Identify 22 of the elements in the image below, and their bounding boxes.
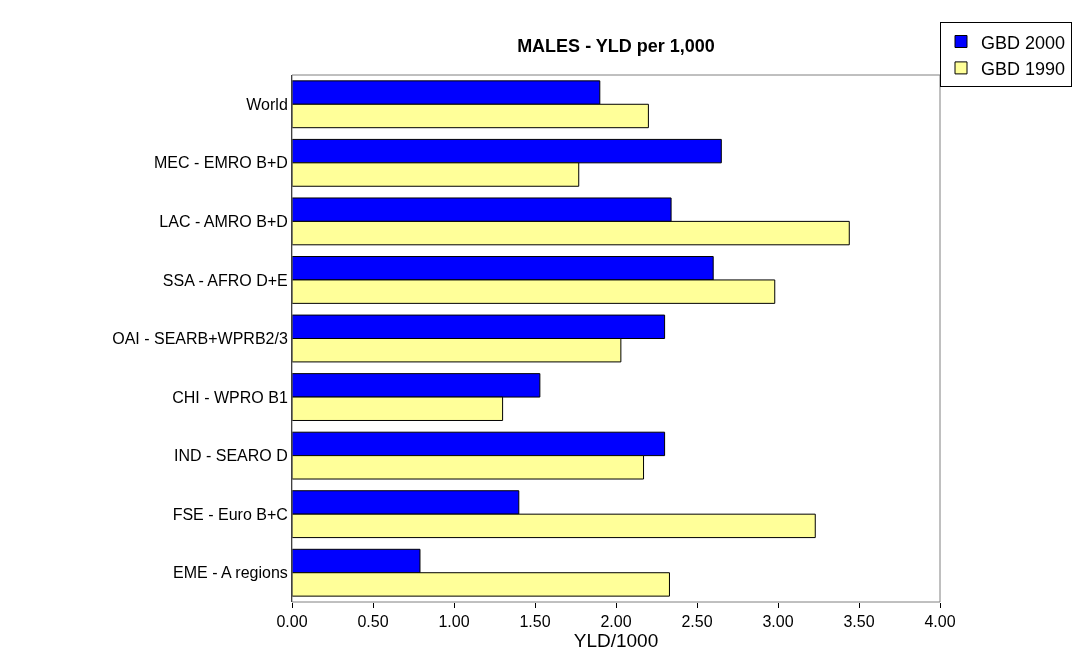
- y-tick-label: World: [246, 95, 288, 113]
- y-tick-label: CHI - WPRO B1: [172, 388, 288, 406]
- x-tick-label: 3.50: [843, 613, 875, 631]
- y-tick-label: LAC - AMRO B+D: [159, 212, 288, 230]
- legend-label: GBD 1990: [981, 58, 1066, 79]
- x-axis-title: YLD/1000: [573, 630, 659, 652]
- y-tick-label: IND - SEARO D: [174, 447, 288, 465]
- y-tick-label: MEC - EMRO B+D: [154, 154, 288, 172]
- y-tick-label: EME - A regions: [173, 564, 288, 582]
- x-tick-label: 4.00: [924, 613, 956, 631]
- legend-label: GBD 2000: [981, 32, 1066, 53]
- x-tick-label: 2.50: [681, 613, 713, 631]
- y-tick-label: FSE - Euro B+C: [172, 505, 288, 523]
- x-tick-label: 1.50: [519, 613, 551, 631]
- y-tick-label: OAI - SEARB+WPRB2/3: [112, 330, 288, 348]
- x-tick-label: 1.00: [438, 613, 470, 631]
- x-tick-label: 0.50: [357, 613, 389, 631]
- chart-title: MALES - YLD per 1,000: [517, 36, 715, 57]
- x-tick-label: 0.00: [276, 613, 308, 631]
- y-tick-label: SSA - AFRO D+E: [162, 271, 288, 289]
- x-tick-label: 2.00: [600, 613, 632, 631]
- x-tick-label: 3.00: [762, 613, 794, 631]
